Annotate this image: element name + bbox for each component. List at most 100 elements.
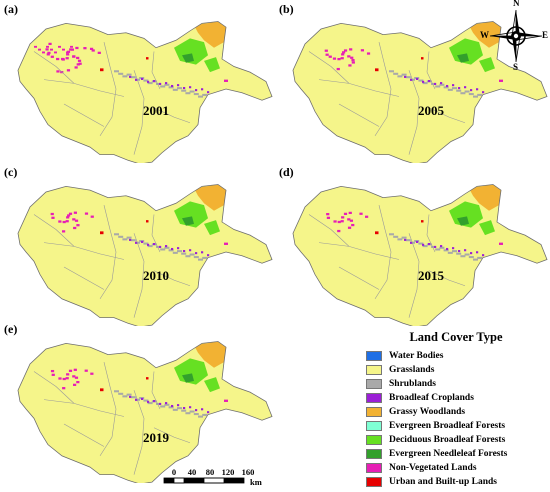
non-vegetated-patch bbox=[365, 215, 369, 218]
shrubland-patch bbox=[189, 253, 195, 256]
shrubland-patch bbox=[431, 245, 436, 248]
non-vegetated-patch bbox=[62, 220, 66, 224]
shrubland-patch bbox=[468, 93, 474, 96]
panel-label: (e) bbox=[4, 322, 18, 336]
panel-label: (b) bbox=[279, 2, 294, 16]
scale-tick: 40 bbox=[187, 467, 197, 477]
needleleaf-forest-patch bbox=[182, 216, 194, 226]
non-vegetated-patch bbox=[48, 42, 52, 46]
non-vegetated-patch bbox=[66, 373, 70, 376]
shrubland-patch bbox=[172, 408, 178, 411]
non-vegetated-patch bbox=[350, 56, 354, 59]
urban-patch bbox=[146, 220, 149, 223]
non-vegetated-patch bbox=[65, 57, 69, 60]
shrubland-patch bbox=[160, 85, 166, 88]
subbasin-boundary bbox=[43, 79, 125, 97]
cropland-patch bbox=[183, 407, 186, 410]
non-vegetated-patch bbox=[91, 49, 95, 52]
shrubland-patch bbox=[397, 238, 403, 241]
shrubland-patch bbox=[460, 92, 466, 95]
cropland-patch bbox=[189, 406, 192, 409]
compass-north: N bbox=[513, 0, 520, 8]
shrubland-patch bbox=[477, 256, 483, 259]
non-vegetated-patch bbox=[62, 48, 65, 51]
shrubland-patch bbox=[435, 248, 441, 251]
subbasin-boundary bbox=[374, 42, 392, 137]
legend-swatch bbox=[366, 407, 382, 417]
shrubland-patch bbox=[219, 419, 224, 422]
shrubland-patch bbox=[452, 250, 457, 253]
woodland-patch bbox=[469, 184, 501, 211]
cropland-patch bbox=[428, 243, 431, 246]
non-vegetated-patch bbox=[65, 377, 69, 380]
cropland-patch bbox=[147, 400, 150, 403]
non-vegetated-patch bbox=[68, 369, 73, 372]
shrubland-patch bbox=[177, 87, 182, 90]
non-vegetated-patch bbox=[325, 53, 329, 56]
shrubland-patch bbox=[147, 82, 153, 85]
non-vegetated-patch bbox=[69, 48, 73, 51]
cropland-patch bbox=[153, 243, 156, 246]
subbasin-boundary bbox=[318, 79, 400, 97]
needleleaf-forest-patch bbox=[457, 216, 469, 226]
subbasin-boundary bbox=[308, 214, 350, 247]
cropland-patch bbox=[147, 80, 150, 83]
non-vegetated-patch bbox=[45, 48, 49, 51]
non-vegetated-patch bbox=[60, 57, 65, 61]
subbasin-boundary bbox=[151, 214, 161, 253]
non-vegetated-patch bbox=[73, 211, 77, 214]
non-vegetated-patch bbox=[62, 387, 66, 390]
non-vegetated-patch bbox=[77, 59, 82, 62]
shrubland-patch bbox=[193, 93, 199, 96]
shrubland-patch bbox=[219, 262, 224, 265]
shrubland-patch bbox=[122, 395, 128, 398]
cropland-patch bbox=[476, 251, 479, 254]
non-vegetated-patch bbox=[340, 57, 344, 60]
shrubland-patch bbox=[468, 256, 474, 259]
subbasin-boundary bbox=[133, 390, 145, 475]
deciduous-forest-patch bbox=[449, 38, 483, 65]
shrubland-patch bbox=[489, 97, 495, 100]
shrubland-patch bbox=[185, 92, 191, 95]
land-cover-map bbox=[17, 341, 273, 483]
shrubland-patch bbox=[143, 242, 149, 245]
cropland-patch bbox=[464, 86, 467, 89]
cropland-patch bbox=[159, 82, 162, 85]
cropland-patch bbox=[440, 82, 443, 85]
subbasin-boundary bbox=[408, 70, 420, 155]
shrubland-patch bbox=[214, 260, 220, 263]
cropland-patch bbox=[141, 77, 144, 80]
cropland-patch bbox=[183, 250, 186, 253]
subbasin-boundary bbox=[63, 266, 105, 290]
deciduous-forest-patch bbox=[479, 57, 495, 73]
shrubland-patch bbox=[418, 79, 424, 82]
shrubland-patch bbox=[126, 73, 132, 76]
non-vegetated-patch bbox=[56, 70, 60, 73]
shrubland-patch bbox=[156, 82, 161, 85]
shrubland-patch bbox=[393, 235, 399, 238]
shrubland-patch bbox=[130, 239, 136, 242]
non-vegetated-patch bbox=[342, 51, 346, 54]
non-vegetated-patch bbox=[83, 47, 87, 50]
non-vegetated-patch bbox=[349, 219, 354, 222]
non-vegetated-patch bbox=[76, 56, 80, 60]
shrubland-patch bbox=[447, 88, 453, 91]
subbasin-boundary bbox=[408, 233, 420, 318]
shrubland-patch bbox=[185, 412, 191, 415]
cropland-patch bbox=[177, 404, 180, 407]
non-vegetated-patch bbox=[224, 399, 228, 402]
legend-label: Evergreen Needleleaf Forests bbox=[389, 449, 508, 459]
non-vegetated-patch bbox=[46, 45, 49, 48]
shrubland-patch bbox=[156, 245, 161, 248]
woodland-patch bbox=[194, 21, 226, 48]
year-label: 2005 bbox=[418, 103, 444, 118]
cropland-patch bbox=[141, 240, 144, 243]
legend-item: Grassy Woodlands bbox=[366, 405, 465, 419]
shrubland-patch bbox=[156, 402, 161, 405]
non-vegetated-patch bbox=[333, 220, 337, 223]
non-vegetated-patch bbox=[46, 53, 50, 56]
shrubland-patch bbox=[177, 250, 182, 253]
shrubland-patch bbox=[181, 252, 187, 255]
non-vegetated-patch bbox=[341, 216, 345, 219]
non-vegetated-patch bbox=[347, 218, 351, 221]
